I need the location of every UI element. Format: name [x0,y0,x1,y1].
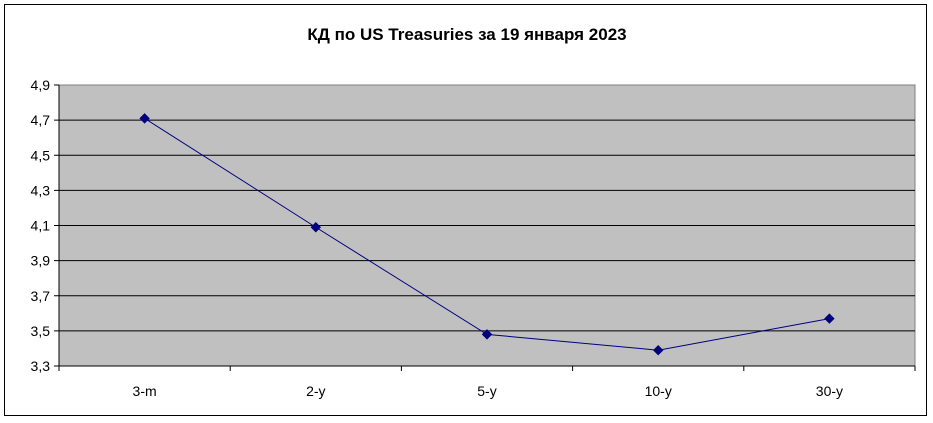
data-point-marker [310,222,322,233]
x-tick-label: 10-y [645,383,672,399]
data-point-marker [481,329,493,340]
y-tick-label: 3,7 [31,288,51,304]
y-tick-label: 4,1 [31,218,51,234]
x-tick-label: 2-y [306,383,325,399]
y-tick-label: 4,5 [31,147,51,163]
x-tick-label: 5-y [477,383,496,399]
chart-title: КД по US Treasuries за 19 января 2023 [307,25,626,44]
y-tick-label: 4,7 [31,112,51,128]
data-point-marker [652,344,664,356]
y-tick-label: 4,9 [31,77,51,93]
series-group [139,113,835,356]
y-tick-label: 3,5 [31,323,51,339]
y-tick-label: 3,9 [31,253,51,269]
x-tick-label: 30-y [816,383,843,399]
data-point-marker [824,313,835,324]
data-point-marker [139,113,150,124]
x-tick-label: 3-m [133,383,157,399]
y-tick-label: 4,3 [31,182,51,198]
axes-group: 3,3 3,5 3,7 3,9 4,1 4,3 4,5 4,7 4,9 3-m 2-y 5-y 10-y… [31,77,916,399]
y-tick-label: 3,3 [31,358,51,374]
plot-area-group [58,84,916,367]
